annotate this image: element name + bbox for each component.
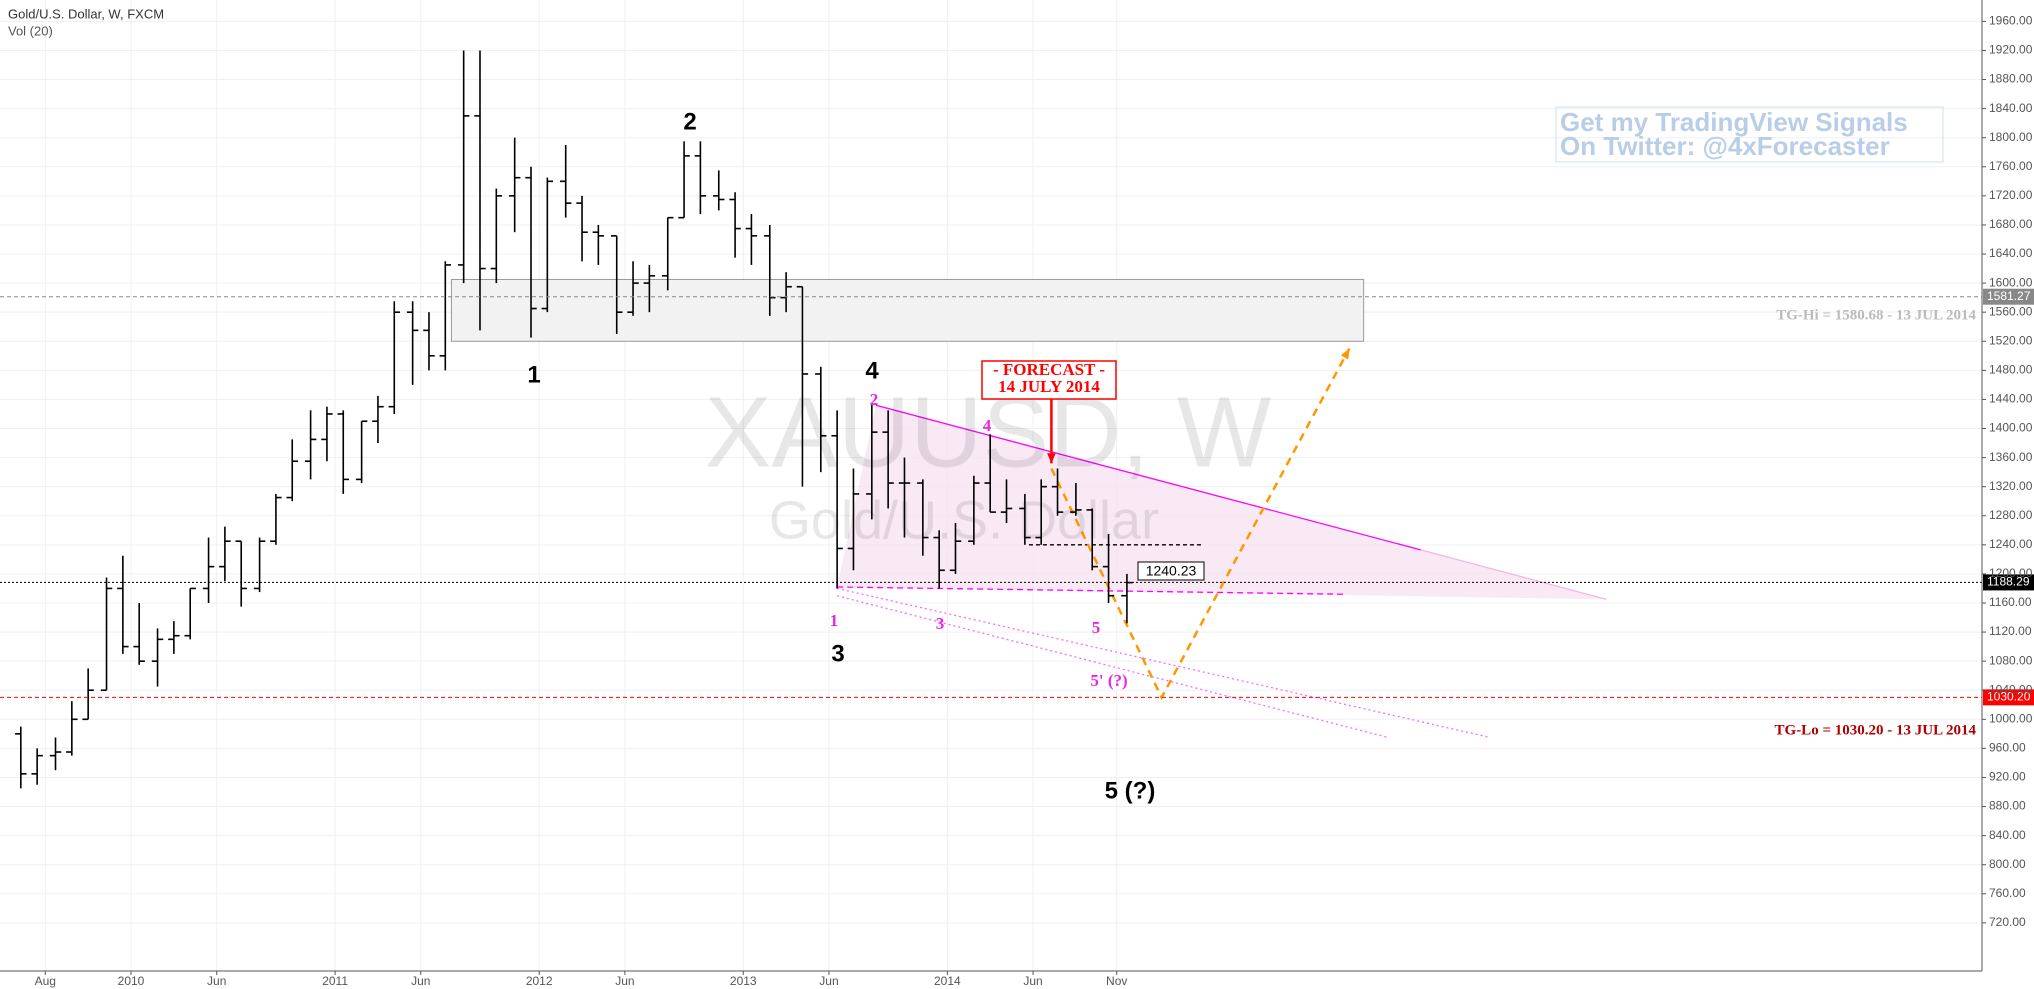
x-tick-label: 2014 [934,974,961,988]
y-tick-label: 1560.00 [1989,304,2033,318]
y-tick-label: 800.00 [1989,857,2026,871]
x-tick-label: 2010 [118,974,145,988]
y-tick-label: 1080.00 [1989,653,2033,667]
wave-label: 1 [527,361,540,388]
price-tag-label: 1030.20 [1987,690,2031,704]
y-tick-label: 1280.00 [1989,508,2033,522]
triangle-fill [837,405,1607,600]
x-tick-label: 2013 [730,974,757,988]
sub-wave-label: 4 [983,416,992,435]
y-tick-label: 1960.00 [1989,14,2033,28]
y-tick-label: 960.00 [1989,741,2026,755]
zone [450,278,1365,342]
target-high: TG-Hi = 1580.68 - 13 JUL 2014 [1776,307,1976,323]
forecast-box [981,360,1117,400]
wave-label: 4 [865,357,879,384]
levels: 1581.27 1188.29 1030.20 [0,288,2034,706]
signals-line: Get my TradingView Signals [1560,107,1908,137]
signals-line: On Twitter: @4xForecaster [1560,131,1890,161]
y-tick-label: 1680.00 [1989,217,2033,231]
x-tick-label: Nov [1106,974,1127,988]
watermark-name: Gold/U.S. Dollar [769,490,1159,550]
x-tick-label: Aug [35,974,56,988]
arrowhead [1340,348,1350,360]
trendline [1420,549,1607,600]
y-tick-label: 1360.00 [1989,450,2033,464]
price-tag-label: 1581.27 [1987,289,2031,303]
y-tick-label: 1440.00 [1989,392,2033,406]
trendline [1050,347,1351,701]
arrowhead [1047,453,1056,464]
price-tag-label: 1188.29 [1987,575,2030,589]
price-label: 1240.23 [1146,563,1197,579]
y-tick-label: 1520.00 [1989,333,2033,347]
y-tick-label: 720.00 [1989,915,2026,929]
y-tick-label: 1880.00 [1989,72,2033,86]
x-tick-label: 2012 [526,974,553,988]
wave-label: 5 (?) [1105,777,1156,804]
y-tick-label: 1320.00 [1989,479,2033,493]
price-bars [15,50,1133,789]
axes: 1960.001920.001880.001840.001800.001760.… [35,14,2033,989]
sub-wave-label: 2 [870,390,879,409]
y-tick-label: 1760.00 [1989,159,2033,173]
y-tick-label: 1000.00 [1989,711,2033,725]
indicator-label: Vol (20) [8,23,53,38]
sub-wave-label: 3 [936,614,945,633]
sub-wave-label: 5 [1092,618,1101,637]
price-label-box [1137,561,1205,581]
chart-title: Gold/U.S. Dollar, W, FXCM [8,6,164,21]
y-tick-label: 760.00 [1989,886,2026,900]
drawings [450,278,1607,739]
trendline [837,586,1346,595]
y-tick-label: 1480.00 [1989,363,2033,377]
y-tick-label: 1400.00 [1989,421,2033,435]
sub-wave-label: 1 [830,611,839,630]
y-tick-label: 840.00 [1989,828,2026,842]
y-tick-label: 1640.00 [1989,246,2033,260]
x-tick-label: Jun [615,974,634,988]
x-tick-label: Jun [207,974,226,988]
y-tick-label: 1240.00 [1989,537,2033,551]
x-tick-label: Jun [819,974,838,988]
x-tick-label: Jun [1023,974,1042,988]
x-tick-label: 2011 [322,974,348,988]
price-tag [1983,689,2034,706]
target-low: TG-Lo = 1030.20 - 13 JUL 2014 [1775,722,1977,738]
y-tick-label: 1840.00 [1989,101,2033,115]
forecast-text: - FORECAST - [993,360,1105,379]
wave-label: 2 [683,108,696,135]
y-tick-label: 1160.00 [1989,595,2032,609]
forecast-text: 14 JULY 2014 [998,377,1100,396]
price-tag [1983,574,2034,591]
y-tick-label: 1920.00 [1989,43,2033,57]
y-tick-label: 880.00 [1989,799,2026,813]
y-tick-label: 1040.00 [1989,682,2033,696]
wave-label: 3 [831,640,844,667]
signals-box [1555,106,1944,163]
sub-wave-label: 5' (?) [1090,671,1127,690]
price-tag [1983,288,2034,305]
y-tick-label: 1800.00 [1989,130,2033,144]
y-tick-label: 920.00 [1989,770,2026,784]
trendline [875,404,1421,551]
x-tick-label: Jun [411,974,430,988]
y-tick-label: 1720.00 [1989,188,2033,202]
y-tick-label: 1120.00 [1989,624,2032,638]
y-tick-label: 1600.00 [1989,275,2033,289]
trendline [836,587,1491,739]
y-tick-label: 1200.00 [1989,566,2033,580]
